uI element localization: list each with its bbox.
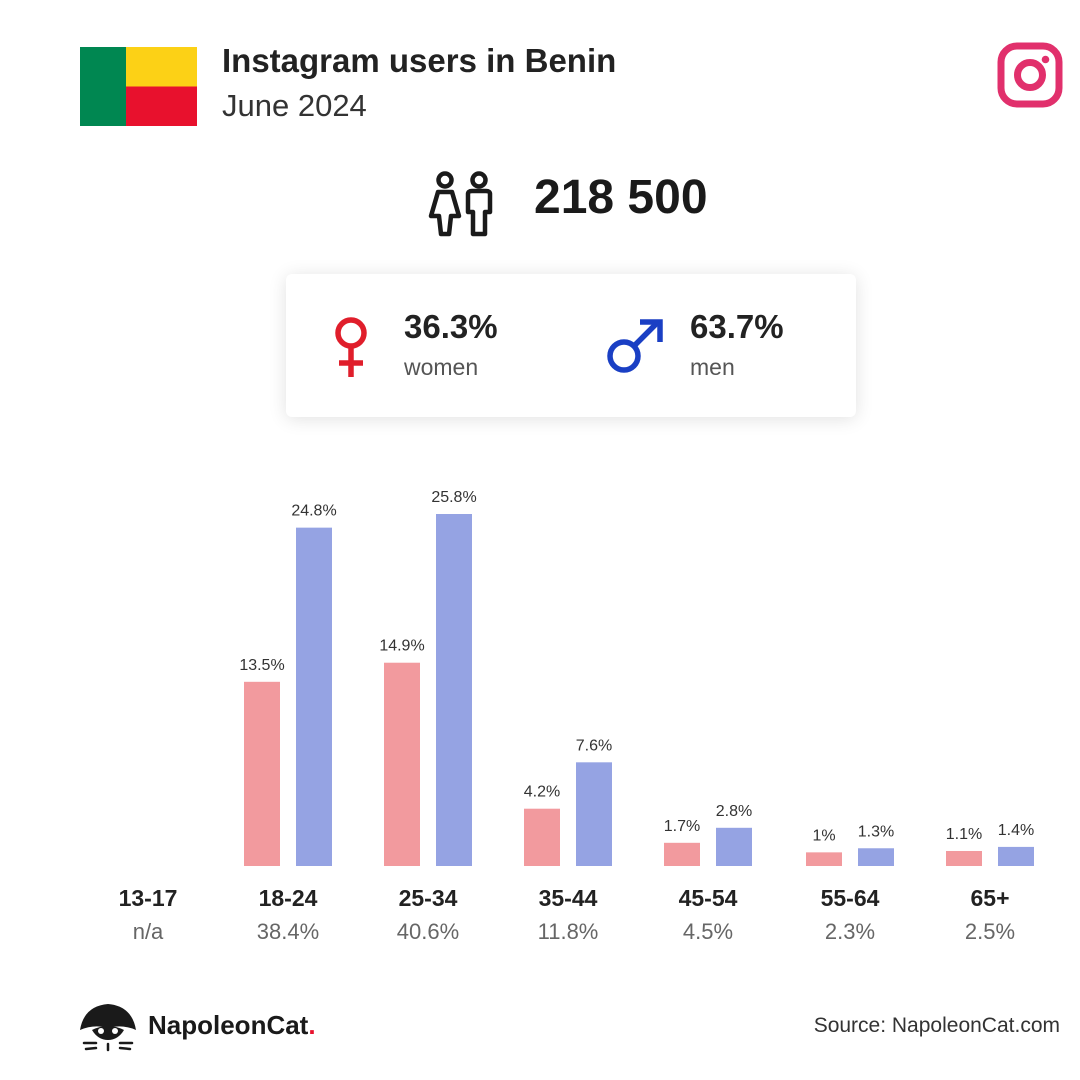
bar-45-54-series-2	[716, 827, 752, 866]
bar-value-label: 2.8%	[716, 803, 752, 820]
bar-45-54-series-1	[664, 842, 700, 866]
bar-55-64-series-1	[806, 852, 842, 866]
bar-25-34-series-2	[436, 514, 472, 866]
total-users-value: 218 500	[534, 171, 708, 224]
age-category-label: 13-17	[119, 885, 178, 911]
bar-65+-series-2	[998, 846, 1034, 866]
bar-value-label: 1.7%	[664, 818, 700, 835]
bar-value-label: 24.8%	[291, 503, 336, 520]
women-label: women	[404, 354, 479, 380]
men-percentage: 63.7%	[690, 308, 784, 345]
age-category-label: 25-34	[399, 885, 458, 911]
bar-value-label: 14.9%	[379, 638, 424, 655]
bar-value-label: 13.5%	[239, 657, 284, 674]
bar-value-label: 1.3%	[858, 823, 894, 840]
age-category-label: 45-54	[679, 885, 738, 911]
age-total-label: 4.5%	[683, 919, 733, 944]
flag-green-stripe	[80, 47, 126, 126]
flag-yellow-stripe	[126, 47, 197, 87]
bar-18-24-series-1	[244, 681, 280, 866]
bar-35-44-series-1	[524, 808, 560, 866]
people-icon	[428, 171, 493, 237]
bar-55-64-series-2	[858, 848, 894, 866]
bar-value-label: 1.1%	[946, 826, 982, 843]
age-total-label: n/a	[133, 919, 164, 944]
age-total-label: 40.6%	[397, 919, 459, 944]
bar-value-label: 1.4%	[998, 822, 1034, 839]
male-symbol-icon	[607, 319, 663, 373]
female-symbol-icon	[335, 317, 367, 377]
bar-35-44-series-2	[576, 762, 612, 866]
source-credit: Source: NapoleonCat.com	[813, 1014, 1060, 1037]
age-total-label: 11.8%	[538, 919, 599, 944]
bar-value-label: 25.8%	[431, 489, 476, 506]
men-label: men	[690, 354, 735, 380]
benin-flag	[80, 47, 197, 126]
page-title: Instagram users in Benin	[222, 42, 617, 79]
bar-value-label: 4.2%	[524, 784, 560, 801]
age-total-label: 38.4%	[257, 919, 319, 944]
gender-card: 36.3% women 63.7% men	[286, 274, 856, 417]
bar-65+-series-1	[946, 850, 982, 866]
instagram-icon	[997, 42, 1063, 108]
napoleoncat-logo-icon	[80, 1004, 136, 1052]
bar-18-24-series-2	[296, 527, 332, 866]
age-category-label: 65+	[970, 885, 1009, 911]
women-percentage: 36.3%	[404, 308, 498, 345]
age-total-label: 2.5%	[965, 919, 1015, 944]
page-subtitle: June 2024	[222, 88, 367, 123]
brand-name-text: NapoleonCat	[148, 1010, 309, 1040]
brand-dot: .	[308, 1010, 316, 1040]
age-category-label: 55-64	[821, 885, 880, 911]
bar-value-label: 1%	[812, 827, 835, 844]
bar-value-label: 7.6%	[576, 737, 612, 754]
age-total-label: 2.3%	[825, 919, 875, 944]
age-category-label: 35-44	[539, 885, 598, 911]
age-category-label: 18-24	[259, 885, 318, 911]
bar-25-34-series-1	[384, 662, 420, 866]
brand-name: NapoleonCat.	[148, 1010, 316, 1041]
flag-red-stripe	[126, 86, 197, 126]
